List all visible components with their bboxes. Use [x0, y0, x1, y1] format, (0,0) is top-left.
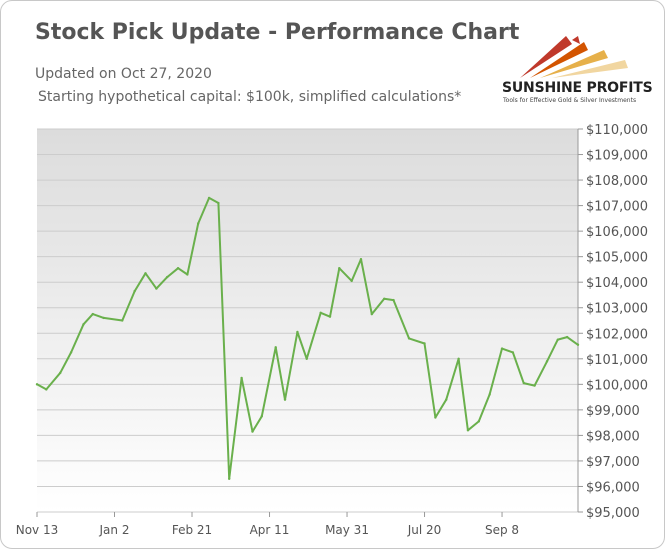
- data-point: [477, 420, 480, 423]
- data-point: [434, 416, 437, 419]
- x-tick-label: May 31: [325, 523, 369, 537]
- y-tick-label: $103,000: [586, 302, 648, 317]
- x-tick-label: Sep 8: [485, 523, 519, 537]
- data-point: [45, 388, 48, 391]
- updated-date: Updated on Oct 27, 2020: [35, 66, 212, 82]
- data-point: [466, 429, 470, 432]
- y-tick-label: $95,000: [586, 506, 640, 521]
- y-tick-label: $96,000: [586, 480, 640, 495]
- data-point: [522, 381, 525, 385]
- y-tick-label: $99,000: [586, 404, 640, 419]
- y-tick-label: $104,000: [586, 276, 648, 291]
- x-tick-label: Nov 13: [16, 523, 59, 537]
- data-point: [155, 287, 158, 290]
- data-point: [283, 398, 287, 401]
- y-tick-label: $105,000: [586, 251, 648, 266]
- data-point: [296, 330, 299, 334]
- data-point: [457, 357, 460, 360]
- logo-name: SUNSHINE PROFITS: [502, 80, 653, 96]
- data-point: [423, 342, 426, 345]
- data-point: [260, 415, 263, 418]
- data-point: [556, 338, 560, 341]
- data-point: [350, 279, 353, 283]
- data-point: [545, 360, 549, 363]
- data-point: [186, 273, 189, 276]
- sunshine-profits-logo-icon: [520, 36, 628, 78]
- data-point: [121, 319, 124, 322]
- data-point: [176, 266, 180, 270]
- data-point: [500, 347, 504, 350]
- data-point: [392, 298, 395, 302]
- y-tick-label: $110,000: [586, 123, 648, 138]
- logo-tagline: Tools for Effective Gold & Silver Invest…: [503, 97, 637, 104]
- data-point: [197, 222, 200, 225]
- data-point: [91, 312, 95, 316]
- y-tick-label: $97,000: [586, 455, 640, 470]
- data-point: [228, 477, 231, 481]
- data-point: [565, 335, 569, 339]
- data-point: [166, 275, 169, 279]
- data-point: [383, 297, 386, 300]
- y-tick-label: $106,000: [586, 225, 648, 240]
- data-point: [305, 357, 308, 360]
- plot-area: [37, 129, 578, 512]
- capital-note: Starting hypothetical capital: $100k, si…: [38, 89, 462, 105]
- data-point: [59, 371, 62, 375]
- y-tick-label: $100,000: [586, 378, 648, 393]
- x-tick-label: Feb 21: [172, 523, 212, 537]
- data-point: [445, 398, 448, 401]
- data-point: [240, 376, 243, 380]
- data-point: [207, 196, 211, 200]
- data-point: [217, 201, 220, 205]
- y-tick-label: $98,000: [586, 429, 640, 444]
- data-point: [133, 289, 136, 293]
- data-point: [251, 430, 254, 433]
- data-point: [488, 393, 491, 396]
- data-point: [359, 258, 363, 261]
- x-tick-label: Jul 20: [407, 523, 442, 537]
- data-point: [328, 315, 332, 318]
- data-point: [102, 316, 105, 320]
- y-tick-label: $108,000: [586, 174, 648, 189]
- data-point: [370, 312, 374, 316]
- x-tick-label: Apr 11: [250, 523, 290, 537]
- y-tick-label: $102,000: [586, 327, 648, 342]
- y-tick-label: $101,000: [586, 353, 648, 368]
- data-point: [511, 351, 515, 354]
- data-point: [319, 311, 322, 315]
- y-tick-label: $109,000: [586, 149, 648, 164]
- data-point: [144, 272, 147, 275]
- data-point: [35, 383, 39, 386]
- data-point: [576, 343, 580, 346]
- data-point: [533, 384, 536, 387]
- x-tick-label: Jan 2: [99, 523, 130, 537]
- data-point: [82, 323, 85, 326]
- data-point: [69, 351, 73, 354]
- chart-title: Stock Pick Update - Performance Chart: [35, 20, 520, 45]
- data-point: [407, 337, 411, 340]
- data-point: [338, 266, 341, 270]
- data-point: [274, 346, 277, 349]
- y-tick-label: $107,000: [586, 200, 648, 215]
